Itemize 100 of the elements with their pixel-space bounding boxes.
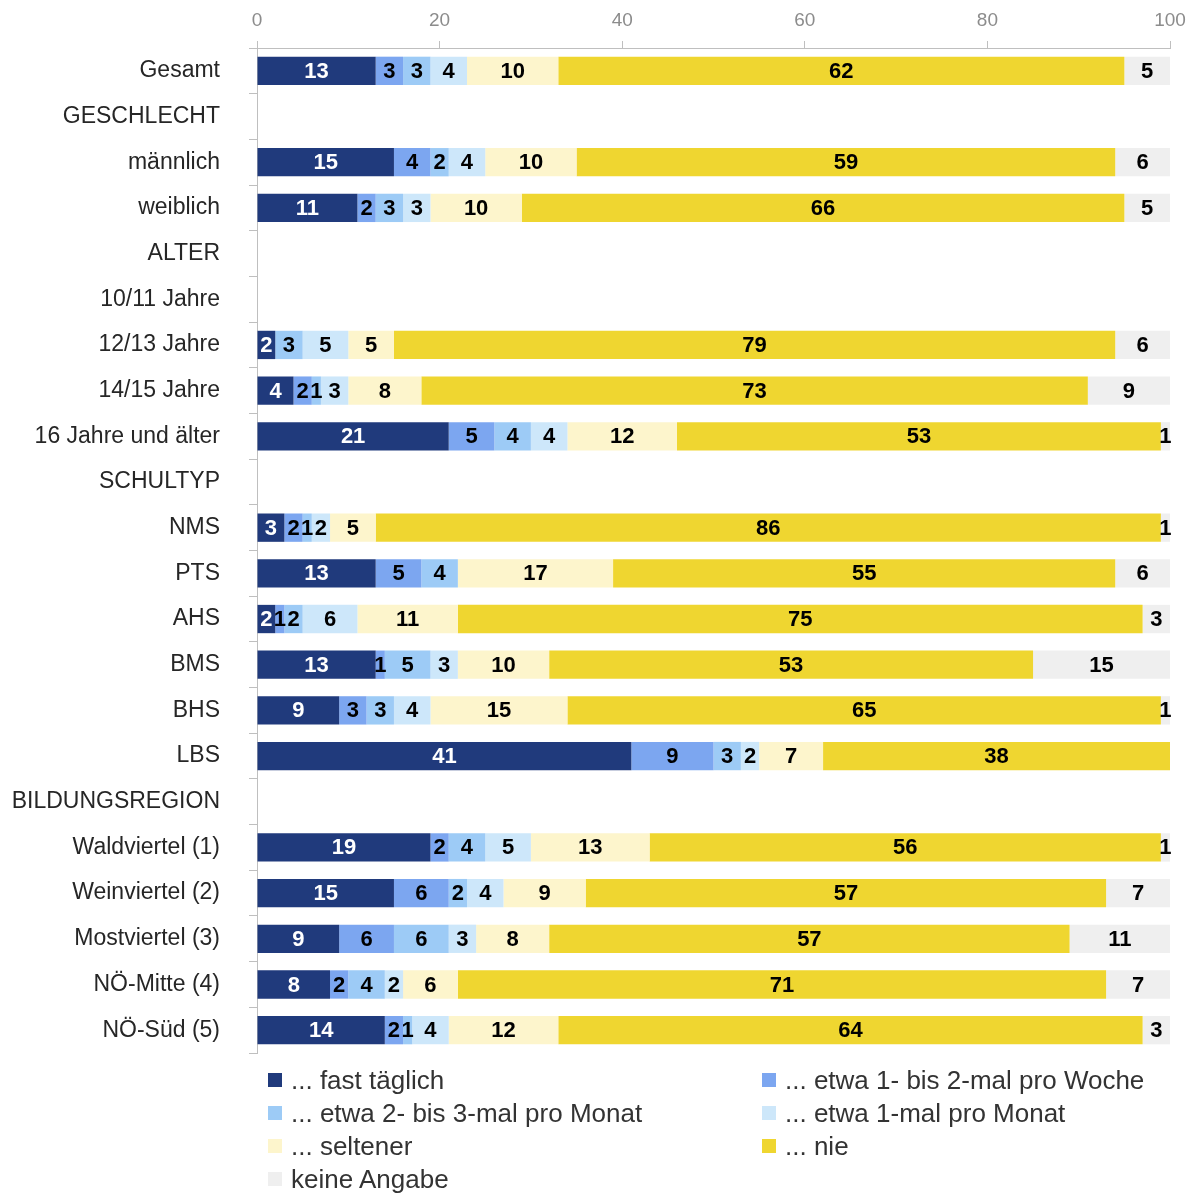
x-tick-label: 80 — [976, 8, 998, 30]
data-label: 9 — [1122, 377, 1136, 403]
y-tick-label: AHS — [172, 604, 220, 631]
data-label: 10 — [491, 651, 516, 677]
data-label: 6 — [1136, 560, 1149, 586]
data-label: 9 — [292, 925, 305, 951]
data-label: 5 — [346, 514, 359, 540]
bar — [466, 56, 559, 85]
x-tick-label: 20 — [429, 8, 451, 30]
bar — [567, 422, 677, 451]
data-label: 2 — [387, 971, 401, 997]
y-tick-label: ALTER — [147, 238, 220, 265]
data-label: 15 — [313, 880, 338, 906]
data-label: 11 — [295, 194, 320, 220]
data-label: 4 — [460, 834, 474, 860]
data-label: 4 — [406, 149, 420, 175]
data-label: 5 — [392, 560, 405, 586]
bar — [457, 650, 550, 679]
data-label: 10 — [518, 149, 544, 175]
data-label: 6 — [1136, 149, 1149, 175]
y-tick-label: Mostviertel (3) — [74, 924, 220, 951]
bar — [393, 696, 431, 725]
bar — [375, 559, 422, 588]
data-label: 3 — [328, 377, 341, 403]
y-tick-label: NMS — [168, 513, 220, 539]
y-tick-label: LBS — [176, 741, 220, 768]
data-label: 75 — [787, 606, 813, 632]
y-tick-label: weiblich — [137, 193, 220, 220]
bar — [1087, 376, 1170, 405]
data-label: 8 — [506, 925, 519, 951]
legend-label: ... nie — [785, 1130, 849, 1162]
bar — [1069, 924, 1170, 953]
bar — [1124, 56, 1170, 85]
x-tick-label: 60 — [794, 8, 816, 30]
data-label: 3 — [456, 925, 469, 951]
data-label: 10 — [500, 57, 525, 83]
data-label: 2 — [387, 1017, 401, 1043]
bar — [530, 833, 650, 862]
data-label: 13 — [304, 560, 329, 586]
x-tick-label: 40 — [611, 8, 633, 30]
data-label: 3 — [264, 514, 278, 540]
data-label: 11 — [396, 606, 420, 632]
data-label: 2 — [451, 880, 464, 906]
data-label: 3 — [383, 194, 396, 220]
y-tick-label: Gesamt — [139, 56, 221, 83]
data-label: 6 — [424, 971, 437, 997]
data-label: 3 — [1150, 1017, 1163, 1043]
y-tick-label: BHS — [172, 695, 220, 722]
bar — [1115, 559, 1170, 588]
data-label: 5 — [401, 651, 414, 677]
data-label: 2 — [433, 834, 446, 860]
data-label: 3 — [1150, 606, 1163, 632]
y-tick-label: 16 Jahre und älter — [34, 421, 221, 448]
y-tick-label: Waldviertel (1) — [72, 832, 220, 859]
bar — [585, 878, 1107, 908]
data-label: 3 — [721, 743, 734, 769]
bar — [567, 696, 1161, 725]
data-label: 3 — [410, 194, 423, 220]
bar — [257, 878, 394, 908]
data-label: 4 — [442, 57, 456, 83]
data-label: 2 — [360, 194, 373, 220]
bar — [257, 741, 632, 771]
data-label: 4 — [506, 423, 520, 449]
bar — [1033, 650, 1170, 679]
data-label: 4 — [269, 377, 283, 403]
bar — [357, 604, 458, 634]
bar — [348, 330, 394, 360]
data-label: 1 — [301, 514, 314, 540]
data-label: 3 — [282, 331, 296, 357]
bar — [430, 696, 568, 725]
bar — [457, 604, 1143, 634]
data-label: 2 — [296, 377, 309, 403]
data-label: 13 — [304, 57, 329, 83]
bar — [558, 56, 1125, 85]
bar — [257, 422, 449, 451]
data-label: 4 — [360, 971, 374, 997]
bar — [393, 924, 449, 953]
data-label: 10 — [463, 194, 489, 220]
bar — [448, 833, 486, 862]
bar — [348, 970, 385, 999]
legend-label: ... etwa 1-mal pro Monat — [785, 1097, 1066, 1129]
bar — [521, 193, 1125, 223]
bar — [1106, 970, 1170, 999]
bar — [257, 56, 376, 85]
legend-label: ... fast täglich — [291, 1064, 445, 1096]
data-label: 13 — [304, 651, 329, 677]
y-tick-label: NÖ-Mitte (4) — [93, 969, 220, 996]
legend-label: ... etwa 2- bis 3-mal pro Monat — [291, 1097, 643, 1129]
y-tick-label: 14/15 Jahre — [98, 375, 220, 402]
data-label: 12 — [491, 1017, 516, 1043]
data-label: 2 — [287, 606, 300, 632]
bar — [257, 376, 294, 405]
bar — [1115, 148, 1170, 177]
data-label: 57 — [833, 880, 859, 906]
data-label: 1 — [310, 377, 323, 403]
data-label: 1 — [273, 606, 286, 632]
data-label: 55 — [851, 560, 877, 586]
bar — [257, 193, 358, 223]
bar — [257, 559, 376, 588]
bar — [1115, 330, 1170, 360]
